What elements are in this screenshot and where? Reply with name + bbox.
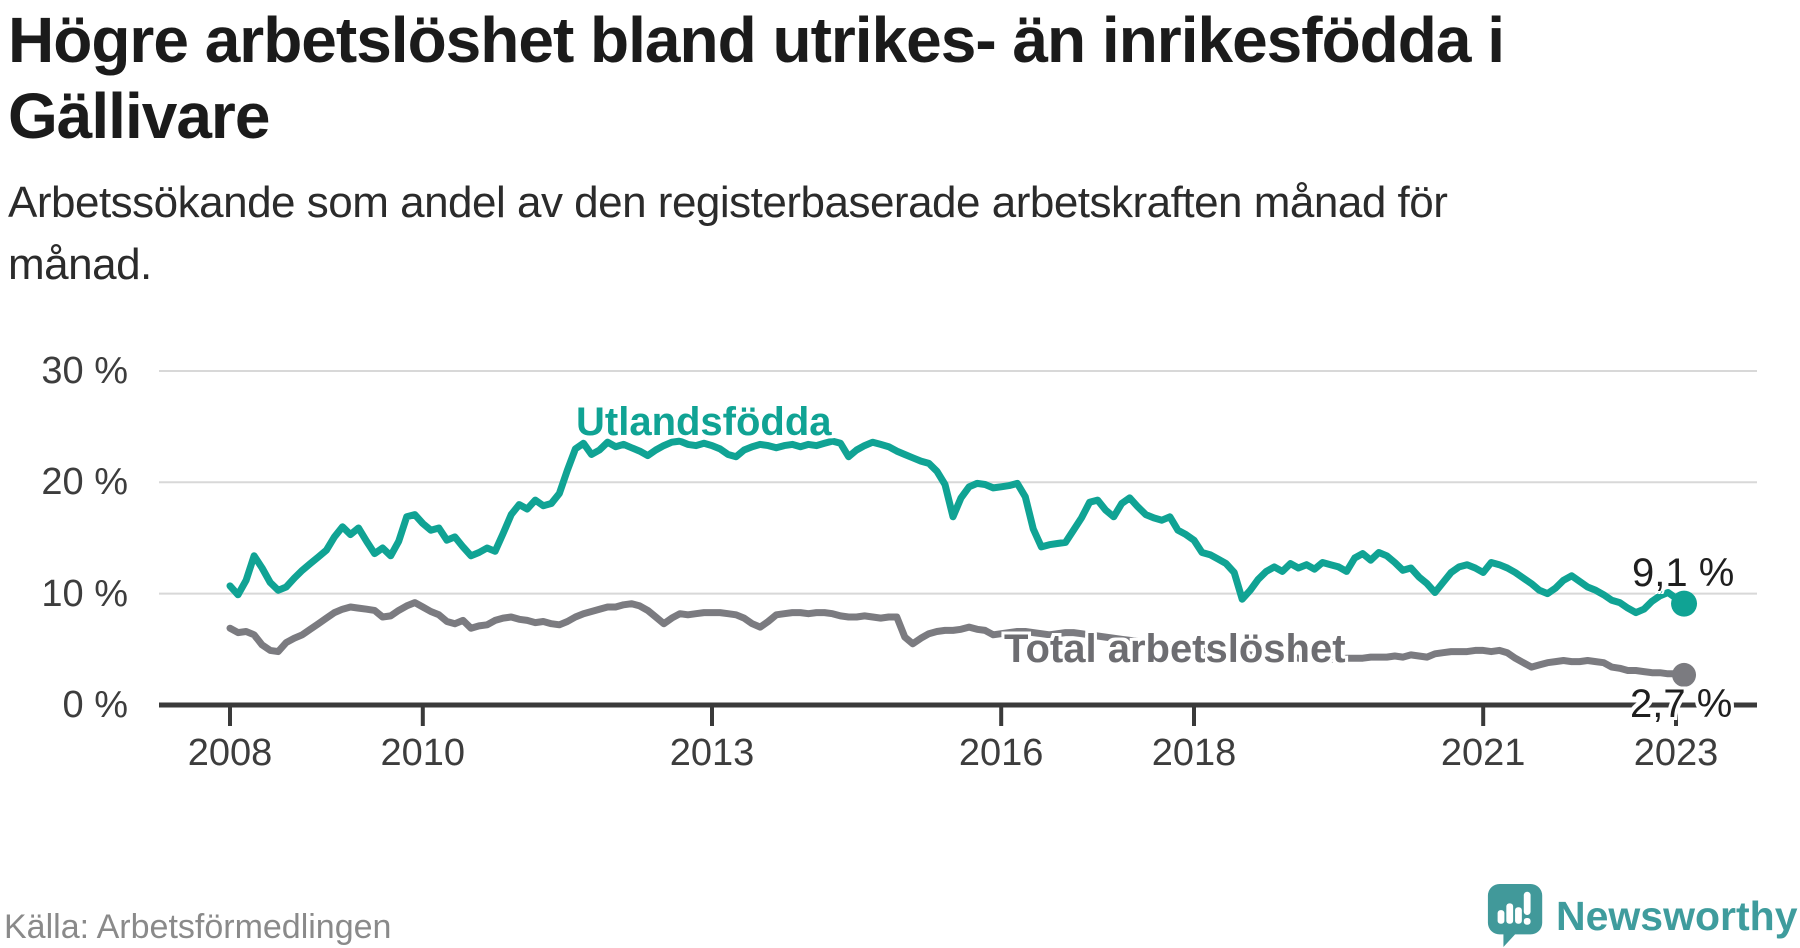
newsworthy-logo-icon: [1487, 884, 1543, 948]
chart-subtitle-line-2: månad.: [8, 240, 152, 289]
series-label-total-arbetsloshet: Total arbetslöshet: [1004, 627, 1346, 671]
series-line-total: [226, 599, 1688, 679]
page-title: Högre arbetslöshet bland utrikes- än inr…: [8, 2, 1798, 154]
chart-subtitle: Arbetssökande som andel av den registerb…: [8, 172, 1798, 296]
x-tick-label: 2010: [380, 732, 466, 774]
exclamation-stem: [1523, 891, 1531, 916]
x-tick-label: 2013: [669, 732, 755, 774]
y-tick-label: 10 %: [41, 572, 128, 615]
y-tick-label: 20 %: [41, 461, 128, 504]
end-value-label-total: 2,7 %: [1630, 682, 1733, 726]
x-tick-label: 2008: [187, 732, 273, 774]
chart-subtitle-line-1: Arbetssökande som andel av den registerb…: [8, 178, 1448, 227]
x-tick-label: 2016: [958, 732, 1044, 774]
series-label-utlandsfodda: Utlandsfödda: [576, 400, 832, 444]
page-title-line-2: Gällivare: [8, 80, 270, 152]
page-title-line-1: Högre arbetslöshet bland utrikes- än inr…: [8, 4, 1505, 76]
bar-3: [1515, 907, 1522, 924]
y-tick-label: 0 %: [62, 684, 128, 726]
series-end-dot-utlandsfodda: [1671, 590, 1698, 617]
source-attribution: Källa: Arbetsförmedlingen: [4, 908, 392, 946]
brand-lockup: Newsworthy: [1487, 884, 1798, 948]
speech-bubble-shape: [1487, 884, 1543, 948]
exclamation-dot: [1523, 917, 1531, 925]
bar-1: [1497, 910, 1505, 924]
series-end-dot-total: [1672, 662, 1697, 687]
y-tick-label: 30 %: [41, 349, 128, 392]
x-tick-label: 2018: [1151, 732, 1237, 774]
series-line-utlandsfodda: [226, 437, 1688, 617]
end-value-label-utlandsfodda: 9,1 %: [1632, 551, 1735, 595]
brand-name: Newsworthy: [1556, 893, 1798, 939]
x-tick-label: 2021: [1440, 732, 1526, 774]
bar-2: [1506, 903, 1514, 924]
x-tick-label: 2023: [1633, 732, 1719, 774]
